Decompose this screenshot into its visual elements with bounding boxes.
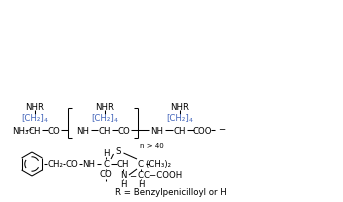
Text: CH₂: CH₂ (47, 160, 63, 169)
Text: H: H (120, 180, 126, 188)
Text: CO: CO (66, 160, 78, 169)
Text: CH: CH (99, 126, 111, 135)
Text: CH: CH (117, 160, 129, 169)
Text: NHR: NHR (170, 103, 189, 112)
Text: CO: CO (118, 126, 130, 135)
Text: [CH₂]: [CH₂] (92, 113, 114, 122)
Text: C−COOH: C−COOH (143, 171, 182, 180)
Text: n > 40: n > 40 (140, 142, 164, 148)
Text: C: C (103, 160, 109, 169)
Text: 4: 4 (114, 118, 118, 123)
Text: NH₃⁺: NH₃⁺ (12, 126, 33, 135)
Text: 4: 4 (189, 118, 193, 123)
Text: NHR: NHR (25, 103, 45, 112)
Text: R = Benzylpenicilloyl or H: R = Benzylpenicilloyl or H (115, 188, 227, 197)
Text: C: C (138, 171, 144, 180)
Text: H: H (138, 180, 144, 188)
Text: 4: 4 (44, 118, 48, 123)
Text: CH: CH (174, 126, 186, 135)
Text: NH: NH (151, 126, 164, 135)
Text: H: H (103, 149, 109, 158)
Text: S: S (116, 146, 121, 155)
Text: COO: COO (192, 126, 212, 135)
Text: NHR: NHR (95, 103, 115, 112)
Text: −: − (129, 171, 136, 180)
Text: CO: CO (99, 170, 113, 179)
Text: NH: NH (83, 160, 95, 169)
Text: [CH₂]: [CH₂] (22, 113, 44, 122)
Text: NH: NH (76, 126, 90, 135)
Text: C: C (138, 160, 144, 169)
Text: CH: CH (29, 126, 41, 135)
Text: CO: CO (48, 126, 60, 135)
Text: [CH₂]: [CH₂] (167, 113, 189, 122)
Text: −: − (218, 124, 225, 133)
Text: N: N (120, 171, 126, 180)
Text: (CH₃)₂: (CH₃)₂ (145, 160, 171, 169)
